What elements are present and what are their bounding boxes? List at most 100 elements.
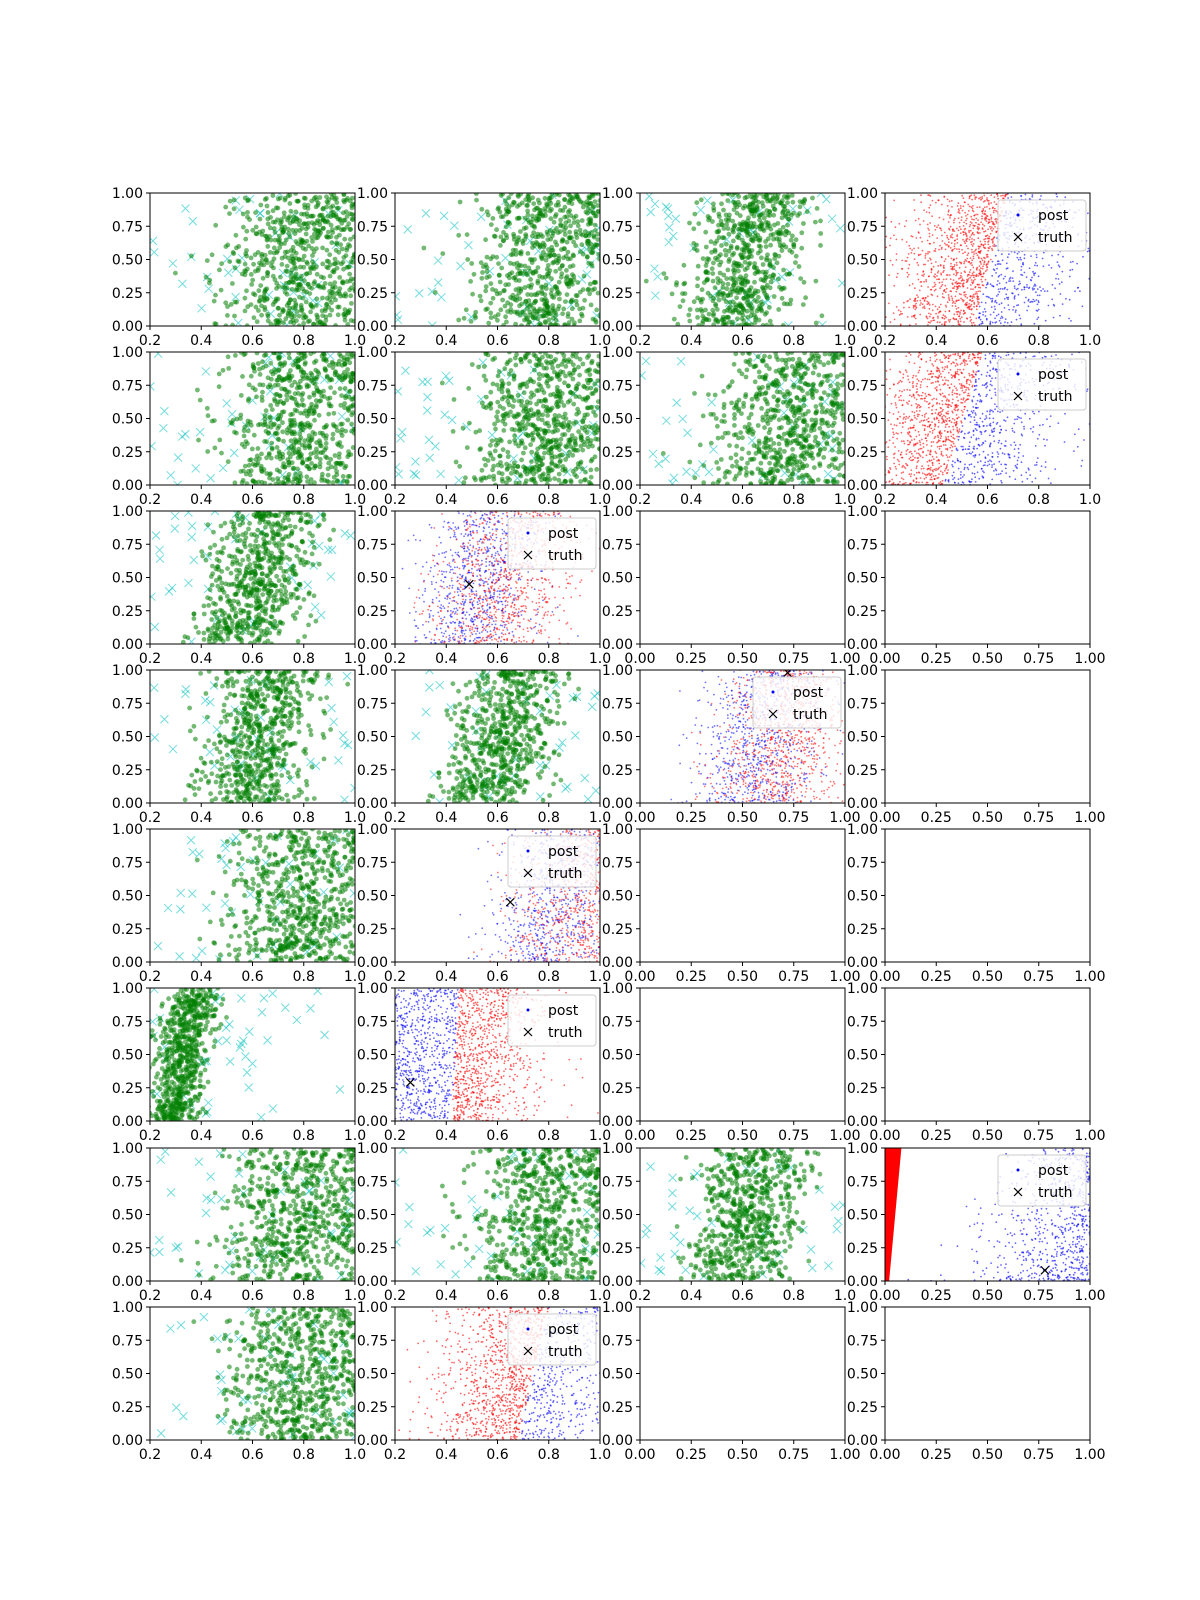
red-post-point	[997, 197, 999, 200]
red-post-point	[966, 257, 969, 260]
green-sample-point	[324, 374, 330, 380]
red-post-point	[988, 218, 991, 221]
green-sample-point	[308, 481, 314, 485]
blue-post-point	[978, 323, 981, 326]
green-sample-point	[735, 199, 741, 205]
green-sample-point	[516, 263, 522, 268]
green-sample-point	[580, 251, 586, 257]
red-post-point	[962, 300, 964, 303]
green-sample-point	[547, 208, 553, 214]
blue-post-point	[1047, 304, 1050, 307]
blue-post-point	[1024, 193, 1027, 196]
cyan-cross-point	[153, 352, 163, 358]
blue-post-point	[982, 313, 984, 316]
green-sample-point	[493, 288, 499, 294]
x-tick-label: 0.2	[629, 333, 651, 349]
green-sample-point	[312, 360, 317, 365]
blue-post-point	[1015, 318, 1018, 321]
red-post-point	[953, 247, 956, 250]
green-sample-point	[754, 299, 760, 304]
red-post-point	[969, 284, 972, 286]
green-sample-point	[293, 193, 298, 196]
green-sample-point	[736, 194, 742, 199]
green-sample-point	[504, 211, 509, 217]
cyan-cross-point	[433, 278, 443, 287]
green-sample-point	[249, 282, 255, 287]
green-sample-point	[703, 229, 709, 235]
green-sample-point	[570, 391, 576, 396]
red-post-point	[960, 309, 962, 312]
y-tick-label: 1.00	[112, 345, 143, 361]
blue-post-point	[1100, 291, 1102, 293]
red-post-point	[987, 243, 990, 246]
green-sample-point	[292, 264, 297, 269]
red-post-point	[914, 298, 916, 301]
green-sample-point	[296, 256, 302, 262]
green-sample-point	[597, 313, 600, 319]
green-sample-point	[293, 471, 298, 477]
green-sample-point	[306, 243, 312, 249]
green-sample-point	[270, 371, 276, 377]
y-tick-label: 0.50	[602, 253, 633, 269]
red-post-point	[966, 301, 968, 304]
red-post-point	[944, 310, 947, 313]
green-sample-point	[784, 195, 790, 201]
green-sample-point	[797, 211, 802, 216]
blue-post-point	[1122, 200, 1124, 202]
green-sample-point	[503, 224, 509, 230]
green-sample-point	[519, 323, 524, 326]
green-sample-point	[700, 321, 705, 326]
green-sample-point	[351, 213, 355, 218]
red-post-point	[942, 266, 945, 268]
green-sample-point	[336, 442, 341, 448]
red-post-point	[984, 218, 987, 221]
green-sample-point	[256, 308, 261, 313]
green-sample-point	[539, 417, 545, 423]
red-post-point	[985, 253, 988, 256]
green-sample-point	[562, 204, 568, 210]
green-sample-point	[519, 200, 525, 206]
green-sample-point	[242, 295, 248, 301]
red-post-point	[983, 224, 986, 227]
red-post-point	[943, 260, 946, 263]
green-sample-point	[311, 408, 317, 414]
blue-post-point	[1017, 258, 1020, 261]
green-sample-point	[731, 270, 737, 276]
green-sample-point	[251, 261, 256, 267]
green-sample-point	[760, 284, 765, 290]
blue-post-point	[1007, 304, 1010, 306]
green-sample-point	[310, 253, 315, 258]
red-post-point	[966, 287, 969, 289]
blue-post-point	[1051, 298, 1054, 301]
green-sample-point	[569, 201, 575, 207]
green-sample-point	[334, 225, 339, 231]
cyan-cross-point	[835, 223, 845, 233]
green-sample-point	[276, 423, 282, 429]
green-sample-point	[503, 232, 509, 238]
red-post-point	[962, 282, 964, 285]
red-post-point	[972, 231, 974, 234]
green-sample-point	[490, 467, 495, 473]
green-sample-point	[277, 317, 283, 323]
green-sample-point	[484, 254, 490, 260]
green-sample-point	[726, 248, 732, 254]
x-tick-label: 1.0	[589, 333, 611, 349]
blue-post-point	[989, 283, 992, 286]
red-post-point	[968, 229, 970, 232]
green-sample-point	[254, 394, 259, 400]
green-sample-point	[473, 193, 479, 196]
red-post-point	[981, 275, 983, 278]
green-sample-point	[249, 446, 255, 452]
green-sample-point	[275, 382, 281, 388]
green-sample-point	[478, 260, 484, 266]
green-sample-point	[273, 296, 279, 302]
green-sample-point	[556, 413, 562, 419]
green-sample-point	[278, 217, 284, 223]
green-sample-point	[532, 268, 538, 274]
red-post-point	[937, 270, 940, 273]
green-sample-point	[779, 215, 785, 221]
blue-post-point	[1100, 273, 1102, 275]
blue-post-point	[1007, 197, 1009, 199]
red-post-point	[963, 270, 966, 273]
green-sample-point	[528, 477, 534, 483]
